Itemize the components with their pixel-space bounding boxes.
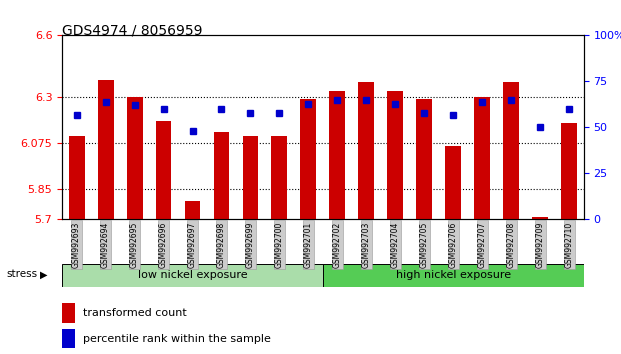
Text: GSM992700: GSM992700 [275,221,284,268]
Text: GSM992708: GSM992708 [507,221,516,268]
Bar [474,97,490,219]
Bar [323,264,584,287]
Bar [69,136,84,219]
Text: GSM992693: GSM992693 [72,221,81,268]
Text: GSM992696: GSM992696 [159,221,168,268]
Bar [155,121,171,219]
Bar [301,99,316,219]
Bar [127,97,142,219]
Text: GSM992701: GSM992701 [304,221,313,268]
Bar [62,264,323,287]
Bar [532,217,548,219]
Bar [271,136,288,219]
Text: GSM992698: GSM992698 [217,221,226,268]
Bar [561,123,577,219]
Text: GSM992695: GSM992695 [130,221,139,268]
Bar [62,329,75,348]
Text: GSM992699: GSM992699 [246,221,255,268]
Bar [242,136,258,219]
Text: GSM992707: GSM992707 [478,221,487,268]
Text: GSM992702: GSM992702 [333,221,342,268]
Bar [416,99,432,219]
Bar [445,146,461,219]
Bar [329,91,345,219]
Bar [214,132,229,219]
Bar [358,82,374,219]
Text: GSM992703: GSM992703 [362,221,371,268]
Text: GSM992697: GSM992697 [188,221,197,268]
Bar [184,201,201,219]
Text: GSM992710: GSM992710 [564,221,574,268]
Text: percentile rank within the sample: percentile rank within the sample [83,334,271,344]
Text: stress: stress [6,269,37,279]
Text: ▶: ▶ [40,269,48,279]
Text: GDS4974 / 8056959: GDS4974 / 8056959 [62,23,202,37]
Text: GSM992709: GSM992709 [536,221,545,268]
Bar [97,80,114,219]
Text: high nickel exposure: high nickel exposure [396,270,511,280]
Text: transformed count: transformed count [83,308,187,318]
Text: GSM992704: GSM992704 [391,221,400,268]
Bar [62,303,75,323]
Text: GSM992706: GSM992706 [449,221,458,268]
Bar [503,82,519,219]
Bar [388,91,404,219]
Text: GSM992694: GSM992694 [101,221,110,268]
Text: low nickel exposure: low nickel exposure [138,270,247,280]
Text: GSM992705: GSM992705 [420,221,429,268]
